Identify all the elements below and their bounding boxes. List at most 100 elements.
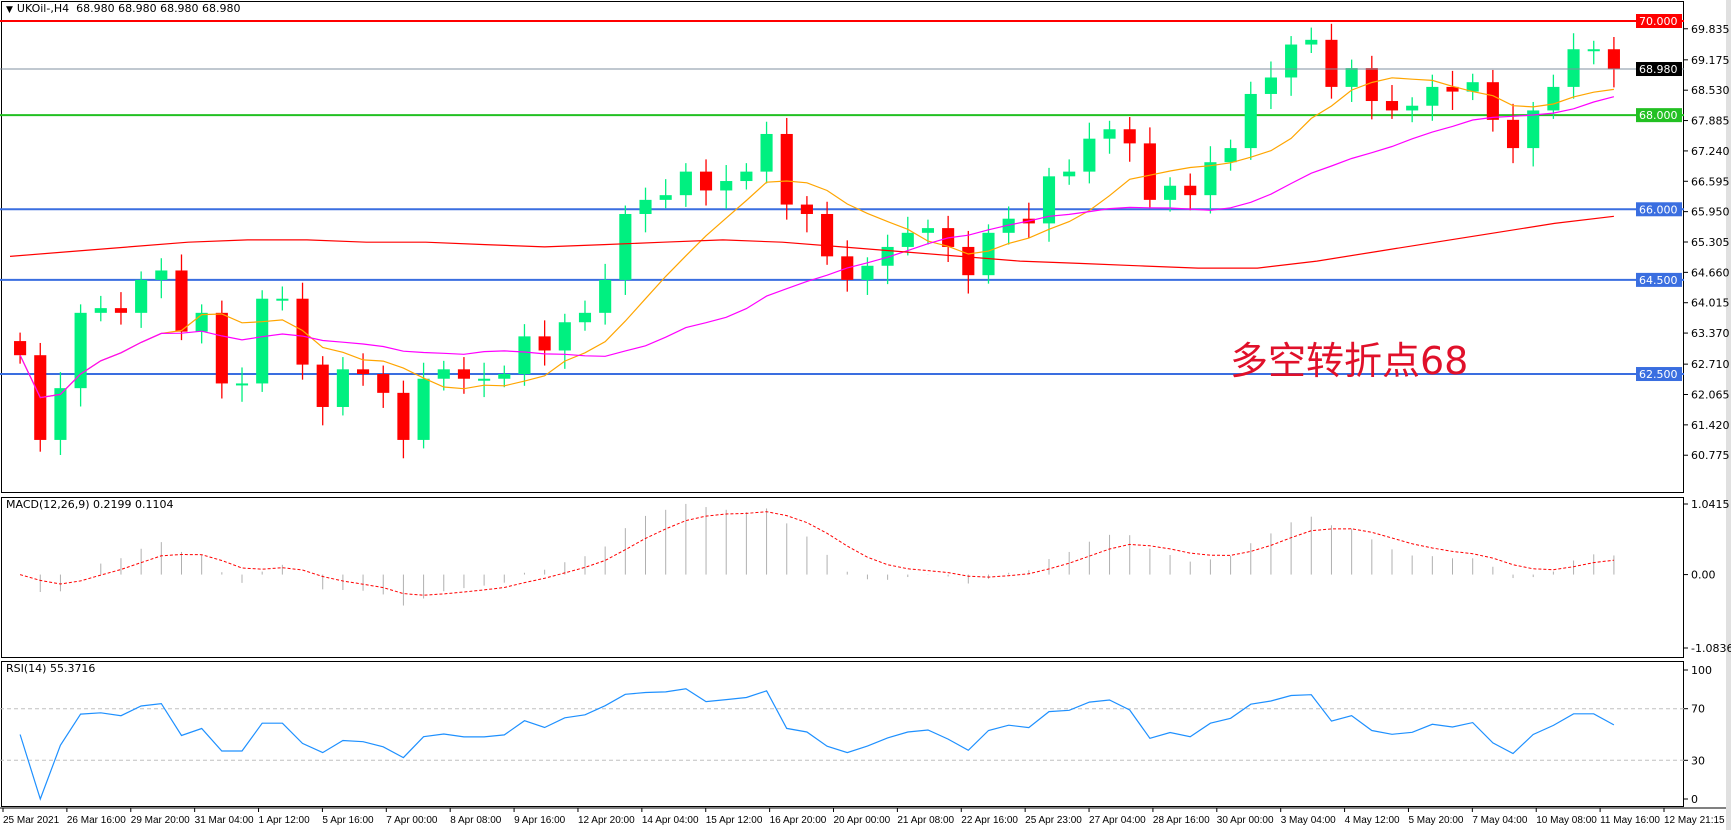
bull-candle [1466, 82, 1479, 92]
time-tick-label: 14 Apr 04:00 [642, 815, 699, 826]
bear-candle [1486, 82, 1499, 120]
bear-candle [1123, 129, 1136, 144]
price-tick-label: 62.065 [1691, 389, 1730, 402]
bull-candle [135, 279, 148, 313]
bull-candle [982, 232, 995, 276]
price-tick-label: 67.885 [1691, 115, 1730, 128]
time-tick-label: 16 Apr 20:00 [770, 815, 827, 826]
bull-candle [1083, 138, 1096, 172]
rsi-tick-label: 70 [1691, 703, 1705, 716]
bear-candle [1506, 119, 1520, 149]
bear-candle [14, 341, 27, 356]
time-tick-label: 8 Apr 08:00 [450, 815, 502, 826]
level-tag-label: 68.000 [1639, 109, 1678, 122]
time-tick-label: 25 Apr 23:00 [1025, 815, 1082, 826]
macd-tick-label: -1.0836 [1691, 642, 1731, 655]
level-tag-label: 66.000 [1639, 203, 1678, 216]
bull-candle [558, 322, 571, 351]
bear-candle [357, 369, 370, 375]
macd-label: MACD(12,26,9) 0.2199 0.1104 [6, 498, 174, 511]
bull-candle [1547, 86, 1560, 111]
time-tick-label: 7 Apr 00:00 [386, 815, 438, 826]
rsi-label: RSI(14) 55.3716 [6, 662, 96, 675]
bull-candle [417, 378, 430, 440]
bull-candle [1406, 105, 1419, 111]
bull-candle [1002, 218, 1015, 233]
macd-tick-label: 1.0415 [1691, 498, 1730, 511]
price-tick-label: 66.595 [1691, 175, 1730, 188]
bull-candle [1063, 171, 1076, 177]
pivot-annotation: 多空转折点68 [1230, 339, 1469, 383]
level-tag [1636, 272, 1682, 287]
time-tick-label: 20 Apr 00:00 [834, 815, 891, 826]
ma-mid-line [19, 96, 1615, 399]
bull-candle [478, 378, 491, 381]
bull-candle [1244, 93, 1257, 149]
bull-candle [679, 171, 692, 196]
bear-candle [699, 171, 713, 191]
price-tick-label: 61.420 [1691, 419, 1730, 432]
time-tick-label: 12 Apr 20:00 [578, 815, 635, 826]
bull-candle [235, 383, 249, 386]
level-tag-label: 62.500 [1639, 368, 1678, 381]
bull-candle [881, 246, 894, 266]
bull-candle [578, 312, 592, 323]
price-tick-label: 64.015 [1691, 297, 1730, 310]
current-price-label: 68.980 [1639, 63, 1678, 76]
bull-candle [1305, 39, 1318, 45]
bull-candle [498, 374, 511, 379]
time-tick-label: 21 Apr 08:00 [897, 815, 954, 826]
bear-candle [1325, 39, 1338, 87]
time-tick-label: 30 Apr 00:00 [1217, 815, 1274, 826]
time-tick-label: 7 May 04:00 [1472, 815, 1527, 826]
bull-candle [1285, 44, 1298, 78]
dropdown-triangle-icon[interactable]: ▼ [6, 5, 13, 15]
bear-candle [800, 204, 813, 214]
bull-candle [921, 228, 935, 233]
bull-candle [74, 312, 87, 389]
price-tick-label: 69.175 [1691, 54, 1730, 67]
bear-candle [457, 369, 470, 379]
price-tick-label: 64.660 [1691, 266, 1730, 279]
bear-candle [962, 246, 975, 276]
price-tick-label: 69.835 [1691, 23, 1730, 36]
bull-candle [1042, 176, 1056, 224]
bull-candle [861, 265, 874, 280]
level-tag-label: 70.000 [1639, 15, 1678, 28]
bull-candle [720, 181, 733, 191]
price-tick-label: 68.530 [1691, 84, 1730, 97]
time-tick-label: 22 Apr 16:00 [961, 815, 1018, 826]
time-tick-label: 28 Apr 16:00 [1153, 815, 1210, 826]
rsi-tick-label: 0 [1691, 793, 1698, 806]
bull-candle [276, 298, 289, 301]
current-price-tag [1636, 62, 1682, 77]
rsi-tick-label: 100 [1691, 664, 1712, 677]
bull-candle [1103, 129, 1116, 139]
price-tick-label: 60.775 [1691, 449, 1730, 462]
chart-header: ▼ UKOil-,H4 68.980 68.980 68.980 68.980 [6, 2, 241, 15]
bull-candle [1426, 86, 1439, 106]
time-tick-label: 10 May 08:00 [1536, 815, 1597, 826]
bear-candle [296, 298, 309, 365]
level-tag-label: 64.500 [1639, 274, 1678, 287]
bear-candle [114, 308, 128, 313]
price-tick-label: 63.370 [1691, 327, 1730, 340]
rsi-line [19, 688, 1615, 801]
bear-candle [1607, 49, 1620, 70]
bear-candle [538, 336, 551, 351]
time-tick-label: 15 Apr 12:00 [706, 815, 763, 826]
bull-candle [599, 279, 612, 313]
bear-candle [1143, 143, 1156, 200]
bull-candle [1164, 185, 1177, 200]
macd-pane-frame [1, 497, 1684, 658]
window-edge [1726, 0, 1731, 830]
bull-candle [1567, 49, 1580, 87]
level-tag [1636, 108, 1682, 123]
bull-candle [195, 312, 208, 332]
bull-candle [740, 171, 753, 182]
price-tick-label: 62.710 [1691, 358, 1730, 371]
price-tick-label: 67.240 [1691, 145, 1730, 158]
bear-candle [1385, 101, 1399, 111]
time-tick-label: 3 May 04:00 [1281, 815, 1336, 826]
